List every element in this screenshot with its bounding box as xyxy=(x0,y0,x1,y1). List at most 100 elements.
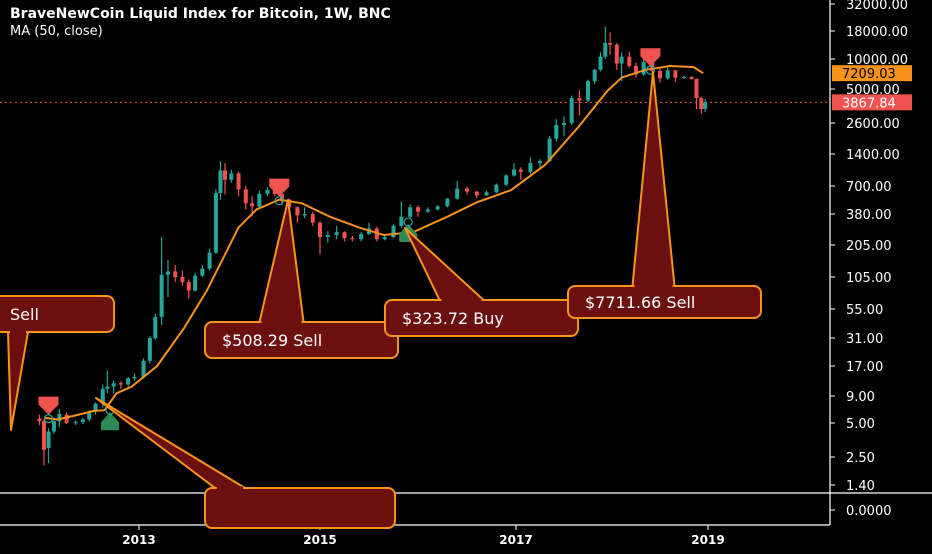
overlay-layer: Sell $508.29 Sell $323.72 Buy $7711.66 Sell xyxy=(0,48,762,529)
candle-body xyxy=(665,70,670,79)
y-tick-label: 55.00 xyxy=(846,303,883,318)
candle-body xyxy=(586,81,590,101)
candle-body xyxy=(105,386,110,389)
x-tick-label: 2013 xyxy=(122,533,155,547)
candle-body xyxy=(435,206,440,210)
callout-box[interactable] xyxy=(0,295,115,333)
candle-body xyxy=(250,203,255,207)
chart-title: BraveNewCoin Liquid Index for Bitcoin, 1… xyxy=(10,6,391,22)
candle-body xyxy=(111,383,116,387)
candle-body xyxy=(682,76,686,78)
y-tick-label: 205.00 xyxy=(846,239,892,254)
candle-body xyxy=(592,69,597,82)
y-tick-label: 10000.00 xyxy=(846,53,908,68)
callout-label: $508.29 Sell xyxy=(222,331,322,350)
candle-body xyxy=(207,252,212,269)
candle-body xyxy=(577,98,582,101)
candle-body xyxy=(455,188,460,199)
candle-body xyxy=(173,271,178,277)
candle-body xyxy=(504,175,509,185)
candle-body xyxy=(608,42,613,45)
sell-arrow-icon xyxy=(269,178,290,197)
signal-marker xyxy=(645,65,656,75)
indicator-label: MA (50, close) xyxy=(10,24,103,39)
candle-body xyxy=(257,193,262,207)
candle-body xyxy=(619,56,624,64)
signal-marker xyxy=(274,196,284,206)
candle-body xyxy=(408,207,413,217)
candle-body xyxy=(73,422,78,424)
y-tick-label: 17.00 xyxy=(846,360,883,375)
price-badge-label: 7209.03 xyxy=(842,67,896,82)
y-tick-label: 5.00 xyxy=(846,417,875,432)
plot-layer xyxy=(0,26,830,466)
candle-body xyxy=(445,198,450,207)
candle-body xyxy=(474,191,479,196)
candle-body xyxy=(243,189,248,204)
y-tick-label: 18000.00 xyxy=(846,25,908,40)
candle-body xyxy=(236,173,241,190)
candle-body xyxy=(603,42,608,57)
candle-body xyxy=(673,70,678,78)
candle-body xyxy=(310,214,315,223)
candle-body xyxy=(634,66,638,75)
y-tick-label: 2.50 xyxy=(846,451,875,466)
candle-body xyxy=(547,138,552,162)
candle-body xyxy=(180,277,185,282)
candle-body xyxy=(118,383,123,385)
candle-body xyxy=(614,44,619,64)
y-tick-label: 380.00 xyxy=(846,208,892,223)
candle-body xyxy=(569,98,574,123)
candle-body xyxy=(229,173,234,180)
candle-body xyxy=(658,70,662,79)
sell-arrow-icon xyxy=(640,48,661,67)
y-tick-label: 32000.00 xyxy=(846,0,908,13)
candle-body xyxy=(46,431,51,449)
buy-arrow-icon xyxy=(101,412,120,431)
sell-arrow-icon xyxy=(38,396,59,415)
candle-body xyxy=(141,360,146,377)
candle-body xyxy=(132,376,137,379)
y-tick-label: 105.00 xyxy=(846,271,892,286)
candle-body xyxy=(562,123,566,125)
candle-body xyxy=(518,169,523,172)
candle-body xyxy=(382,237,387,240)
candle-body xyxy=(93,403,98,412)
candle-body xyxy=(186,281,191,291)
y-tick-label: 1400.00 xyxy=(846,148,900,163)
candle-body xyxy=(87,411,92,420)
candle-body xyxy=(222,170,227,180)
x-tick-label: 2015 xyxy=(303,533,336,547)
candle-body xyxy=(302,214,307,216)
candle-body xyxy=(159,274,164,317)
candle-body xyxy=(350,238,355,240)
y-tick-label: 5000.00 xyxy=(846,83,900,98)
candle-body xyxy=(538,161,542,164)
candle-body xyxy=(391,225,396,238)
candle-body xyxy=(37,418,42,422)
candle-body xyxy=(147,338,152,361)
candle-body xyxy=(334,232,339,236)
y-tick-label: 31.00 xyxy=(846,332,883,347)
candle-body xyxy=(465,188,469,192)
last-price-badge xyxy=(832,94,912,111)
candle-body xyxy=(342,232,347,239)
candle-body xyxy=(694,78,699,99)
candle-body xyxy=(126,378,131,385)
candle-body xyxy=(80,419,85,423)
x-tick-label: 2019 xyxy=(691,533,724,547)
candle-body xyxy=(641,62,646,75)
y-tick-label: 0.0000 xyxy=(846,504,892,519)
candle-body xyxy=(279,193,284,200)
candle-body xyxy=(64,414,69,423)
candle-body xyxy=(265,190,270,194)
candle-body xyxy=(295,207,300,216)
candle-body xyxy=(512,169,517,176)
candle-body xyxy=(484,192,489,196)
callout-box[interactable] xyxy=(204,487,396,529)
candle-body xyxy=(689,76,694,79)
candle-body xyxy=(494,184,499,193)
